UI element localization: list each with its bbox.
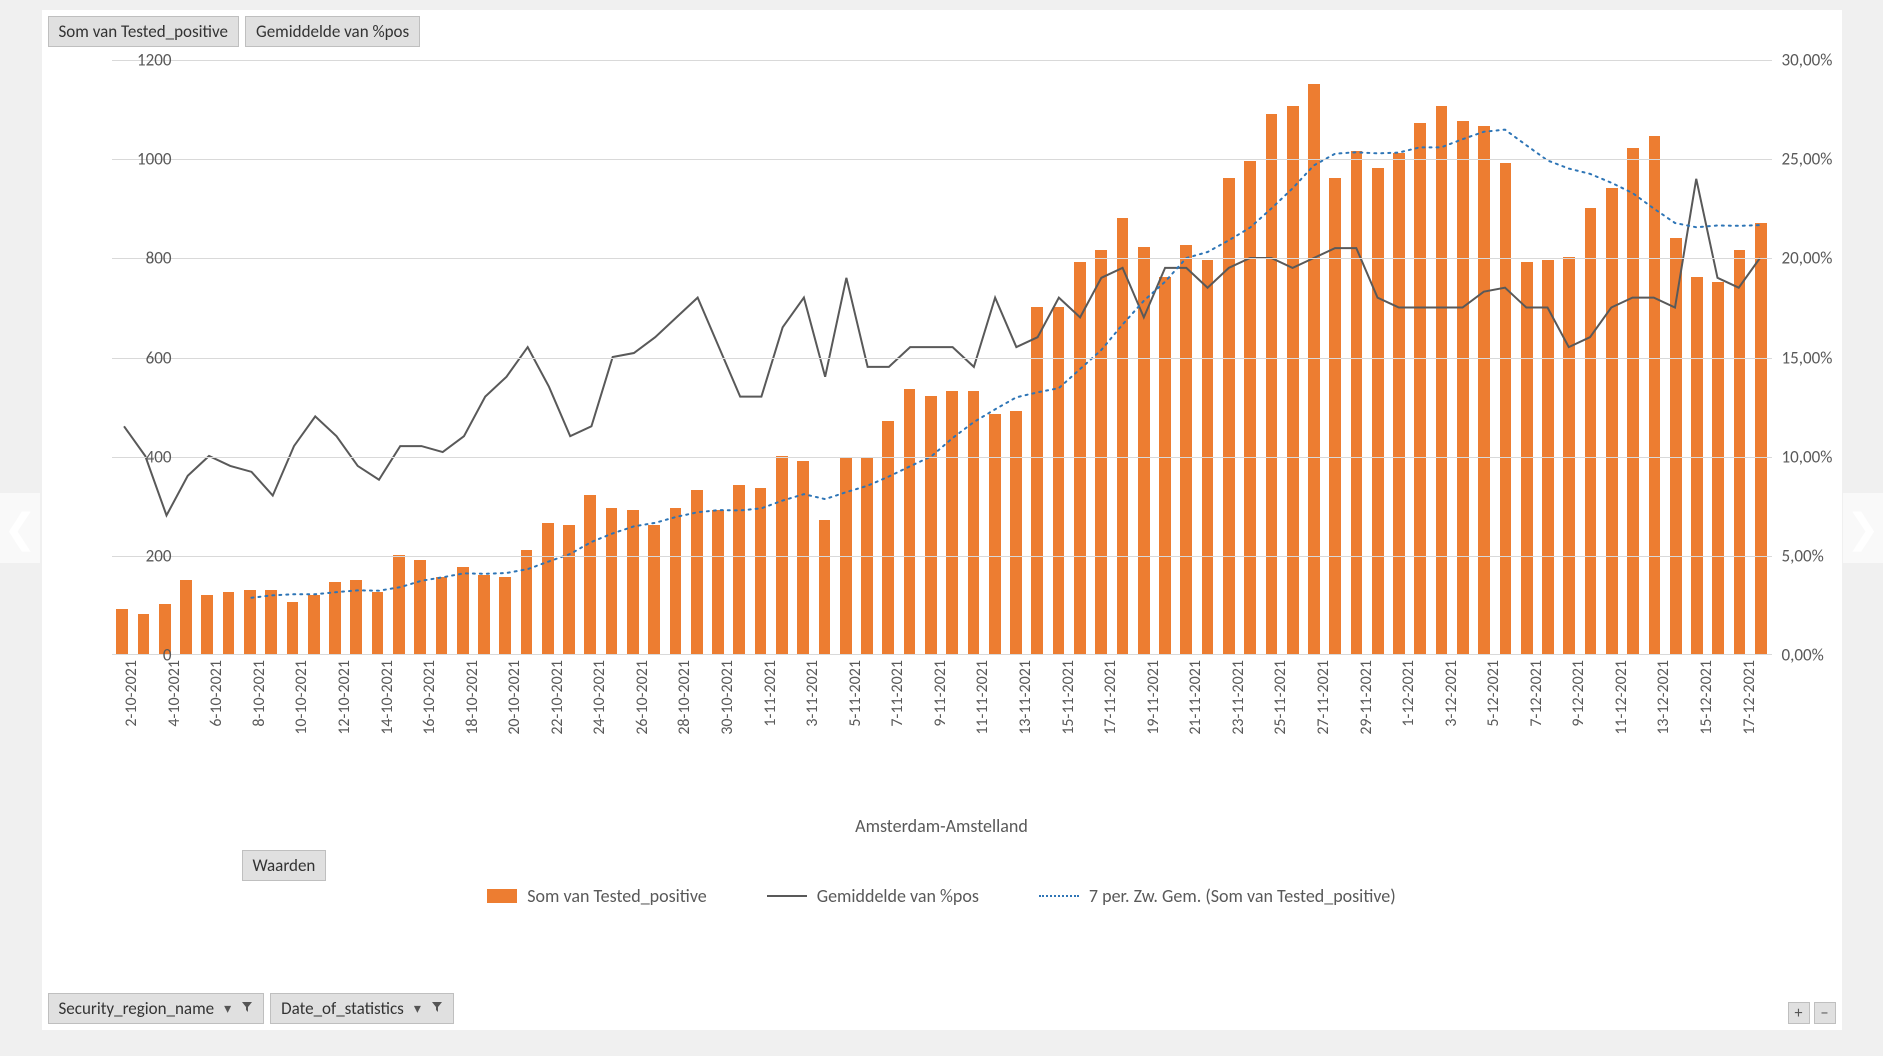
field-btn-tested-positive[interactable]: Som van Tested_positive	[48, 16, 240, 47]
y2-tick-label: 25,00%	[1782, 149, 1852, 170]
funnel-icon	[241, 1000, 253, 1017]
y1-tick-label: 400	[122, 446, 172, 467]
x-tick-label: 17-11-2021	[1101, 660, 1120, 735]
x-tick-label: 16-10-2021	[420, 660, 439, 735]
x-tick-label: 27-11-2021	[1314, 660, 1333, 735]
dropdown-icon: ▾	[224, 1000, 231, 1017]
y2-tick-label: 5,00%	[1782, 545, 1852, 566]
x-tick-label: 5-11-2021	[846, 660, 865, 727]
x-tick-label: 7-11-2021	[888, 660, 907, 727]
pivot-filter-row: Security_region_name ▾ Date_of_statistic…	[48, 993, 454, 1024]
legend-bar-label: Som van Tested_positive	[527, 885, 706, 907]
legend-bar: Som van Tested_positive	[487, 885, 706, 907]
pivot-field-buttons-top: Som van Tested_positive Gemiddelde van %…	[48, 16, 421, 47]
x-tick-label: 9-12-2021	[1569, 660, 1588, 727]
x-tick-label: 7-12-2021	[1527, 660, 1546, 727]
y2-tick-label: 30,00%	[1782, 50, 1852, 71]
y1-tick-label: 1000	[122, 149, 172, 170]
chart-panel: Som van Tested_positive Gemiddelde van %…	[42, 10, 1842, 1030]
x-tick-label: 22-10-2021	[548, 660, 567, 735]
x-tick-label: 3-11-2021	[803, 660, 822, 727]
legend-ma-swatch	[1039, 895, 1079, 897]
x-tick-label: 20-10-2021	[505, 660, 524, 735]
x-tick-label: 11-11-2021	[973, 660, 992, 735]
prev-arrow[interactable]: ❮	[0, 493, 40, 563]
x-tick-label: 10-10-2021	[292, 660, 311, 735]
x-tick-label: 8-10-2021	[250, 660, 269, 727]
x-tick-label: 19-11-2021	[1144, 660, 1163, 735]
x-tick-label: 1-11-2021	[761, 660, 780, 727]
field-btn-waarden[interactable]: Waarden	[242, 850, 327, 881]
x-tick-label: 13-12-2021	[1654, 660, 1673, 735]
x-tick-label: 3-12-2021	[1442, 660, 1461, 727]
region-title: Amsterdam-Amstelland	[42, 815, 1842, 837]
x-tick-label: 18-10-2021	[463, 660, 482, 735]
legend: Som van Tested_positive Gemiddelde van %…	[42, 885, 1842, 907]
zoom-out-button[interactable]: −	[1814, 1002, 1836, 1024]
y1-tick-label: 0	[122, 645, 172, 666]
plot-area	[112, 60, 1772, 655]
x-tick-label: 9-11-2021	[931, 660, 950, 727]
x-tick-label: 17-12-2021	[1740, 660, 1759, 735]
x-tick-label: 2-10-2021	[122, 660, 141, 727]
y2-tick-label: 15,00%	[1782, 347, 1852, 368]
filter-date-label: Date_of_statistics	[281, 998, 404, 1019]
legend-line-label: Gemiddelde van %pos	[817, 885, 979, 907]
y1-tick-label: 200	[122, 545, 172, 566]
x-tick-label: 6-10-2021	[207, 660, 226, 727]
y1-tick-label: 1200	[122, 50, 172, 71]
x-tick-label: 5-12-2021	[1484, 660, 1503, 727]
x-tick-label: 15-12-2021	[1697, 660, 1716, 735]
x-tick-label: 29-11-2021	[1357, 660, 1376, 735]
x-axis-labels: 2-10-2021 4-10-2021 6-10-2021 8-10-2021 10-1…	[112, 660, 1772, 810]
x-tick-label: 12-10-2021	[335, 660, 354, 735]
field-btn-pct-pos[interactable]: Gemiddelde van %pos	[245, 16, 420, 47]
x-tick-label: 4-10-2021	[165, 660, 184, 727]
pct-pos-line	[124, 179, 1760, 516]
x-tick-label: 11-12-2021	[1612, 660, 1631, 735]
x-tick-label: 30-10-2021	[718, 660, 737, 735]
filter-date[interactable]: Date_of_statistics ▾	[270, 993, 454, 1024]
filter-security-region[interactable]: Security_region_name ▾	[48, 993, 265, 1024]
legend-ma-label: 7 per. Zw. Gem. (Som van Tested_positive…	[1089, 885, 1396, 907]
x-tick-label: 21-11-2021	[1186, 660, 1205, 735]
carousel-outer: ❮ ❯ Som van Tested_positive Gemiddelde v…	[0, 0, 1883, 1056]
y2-tick-label: 20,00%	[1782, 248, 1852, 269]
y1-tick-label: 800	[122, 248, 172, 269]
moving-avg-line	[251, 130, 1759, 598]
zoom-controls: + −	[1788, 1002, 1836, 1024]
x-tick-label: 14-10-2021	[378, 660, 397, 735]
x-tick-label: 28-10-2021	[675, 660, 694, 735]
x-tick-label: 1-12-2021	[1399, 660, 1418, 727]
y1-tick-label: 600	[122, 347, 172, 368]
funnel-icon	[431, 1000, 443, 1017]
dropdown-icon: ▾	[414, 1000, 421, 1017]
x-tick-label: 25-11-2021	[1271, 660, 1290, 735]
legend-bar-swatch	[487, 889, 517, 903]
x-tick-label: 15-11-2021	[1059, 660, 1078, 735]
x-tick-label: 23-11-2021	[1229, 660, 1248, 735]
filter-security-region-label: Security_region_name	[59, 998, 215, 1019]
legend-ma: 7 per. Zw. Gem. (Som van Tested_positive…	[1039, 885, 1396, 907]
x-tick-label: 24-10-2021	[590, 660, 609, 735]
legend-line-swatch	[767, 895, 807, 897]
zoom-in-button[interactable]: +	[1788, 1002, 1810, 1024]
y2-tick-label: 10,00%	[1782, 446, 1852, 467]
x-tick-label: 13-11-2021	[1016, 660, 1035, 735]
y2-tick-label: 0,00%	[1782, 645, 1852, 666]
x-tick-label: 26-10-2021	[633, 660, 652, 735]
legend-line: Gemiddelde van %pos	[767, 885, 979, 907]
